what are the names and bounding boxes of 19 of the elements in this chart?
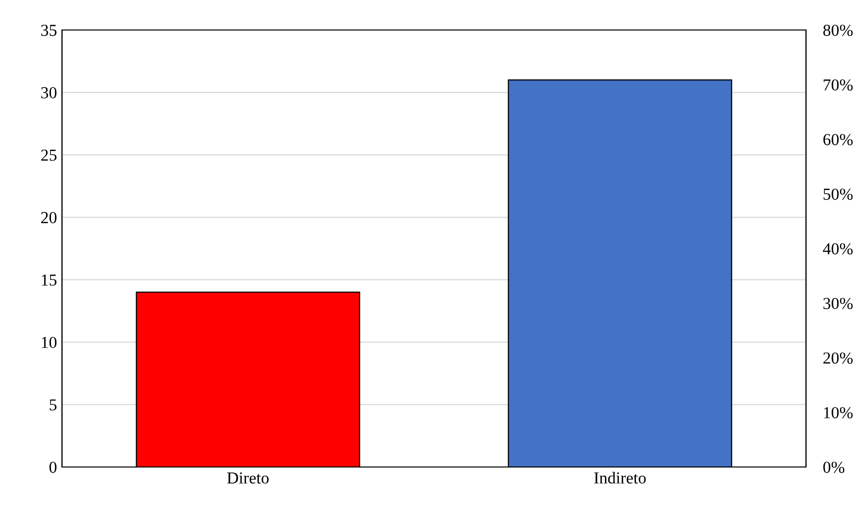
- y-tick-label: 5: [50, 399, 56, 411]
- y2-tick-label: 50%: [824, 188, 853, 200]
- x-tick-label: Direto: [227, 472, 269, 484]
- y-tick-label: 0: [49, 462, 57, 473]
- y2-tick-label: 80%: [823, 24, 853, 36]
- y-tick-label: 15: [42, 274, 56, 286]
- y-tick-label: 35: [41, 24, 56, 36]
- y-tick-label: 10: [42, 336, 57, 348]
- y2-tick-label: 20%: [823, 352, 853, 364]
- y2-tick-label: 60%: [823, 134, 853, 146]
- y-tick-label: 20: [41, 212, 57, 224]
- y2-tick-label: 10%: [824, 407, 853, 418]
- x-tick-label: Indireto: [594, 472, 646, 484]
- y2-tick-label: 70%: [824, 79, 853, 91]
- y2-tick-label: 40%: [822, 243, 853, 254]
- y-tick-label: 25: [41, 150, 56, 161]
- y2-tick-label: 0%: [823, 462, 844, 473]
- y-tick-label: 30: [41, 87, 57, 98]
- y2-tick-label: 30%: [823, 298, 853, 310]
